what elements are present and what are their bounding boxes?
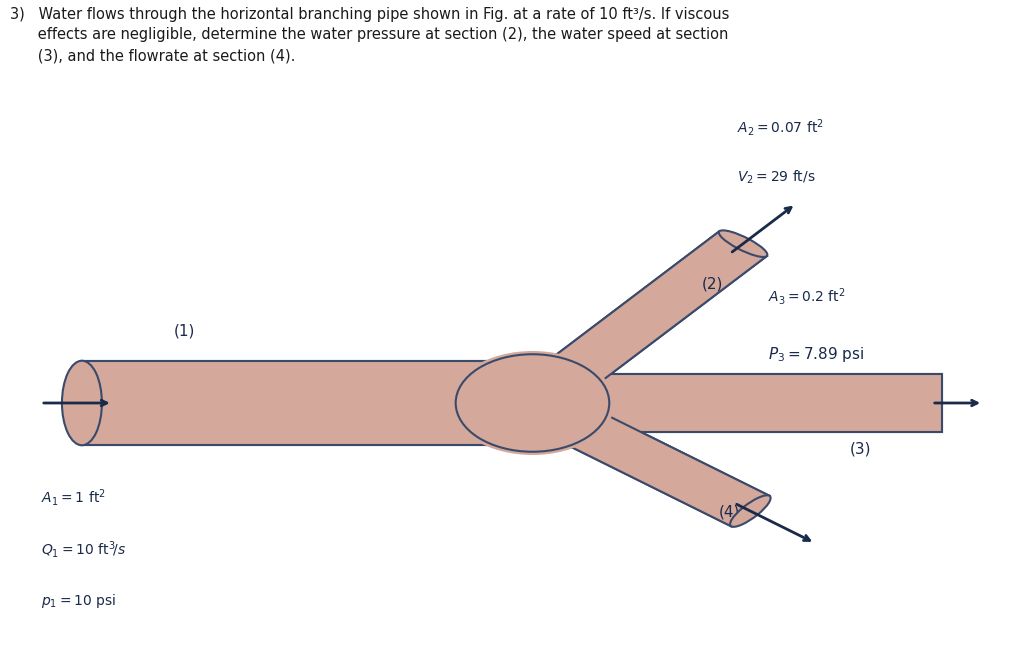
Text: $Q_1 = 10\ \mathrm{ft}^3\!/s$: $Q_1 = 10\ \mathrm{ft}^3\!/s$	[41, 540, 126, 560]
Polygon shape	[514, 387, 769, 526]
Text: (4): (4)	[719, 504, 740, 519]
Circle shape	[456, 354, 609, 452]
Ellipse shape	[730, 495, 771, 527]
Polygon shape	[82, 361, 532, 445]
Text: $A_3 = 0.2\ \mathrm{ft}^2$: $A_3 = 0.2\ \mathrm{ft}^2$	[768, 286, 846, 307]
Text: $P_3 = 7.89\ \mathrm{psi}$: $P_3 = 7.89\ \mathrm{psi}$	[768, 344, 864, 363]
Text: (2): (2)	[702, 276, 724, 291]
Polygon shape	[532, 374, 942, 432]
Text: (3): (3)	[850, 442, 870, 457]
Text: (1): (1)	[174, 323, 195, 338]
Polygon shape	[82, 361, 553, 445]
Text: $A_1 = 1\ \mathrm{ft}^2$: $A_1 = 1\ \mathrm{ft}^2$	[41, 488, 105, 508]
Ellipse shape	[61, 361, 102, 445]
Polygon shape	[514, 387, 769, 526]
Polygon shape	[512, 374, 942, 432]
Ellipse shape	[719, 230, 767, 257]
Text: $V_2 = 29\ \mathrm{ft/s}$: $V_2 = 29\ \mathrm{ft/s}$	[737, 169, 816, 187]
Text: $A_2 = 0.07\ \mathrm{ft}^2$: $A_2 = 0.07\ \mathrm{ft}^2$	[737, 117, 824, 138]
Text: 3)   Water flows through the horizontal branching pipe shown in Fig. at a rate o: 3) Water flows through the horizontal br…	[10, 6, 730, 64]
Polygon shape	[509, 231, 767, 415]
Polygon shape	[509, 231, 767, 415]
Text: $p_1 = 10\ \mathrm{psi}$: $p_1 = 10\ \mathrm{psi}$	[41, 592, 116, 610]
Circle shape	[451, 351, 614, 455]
